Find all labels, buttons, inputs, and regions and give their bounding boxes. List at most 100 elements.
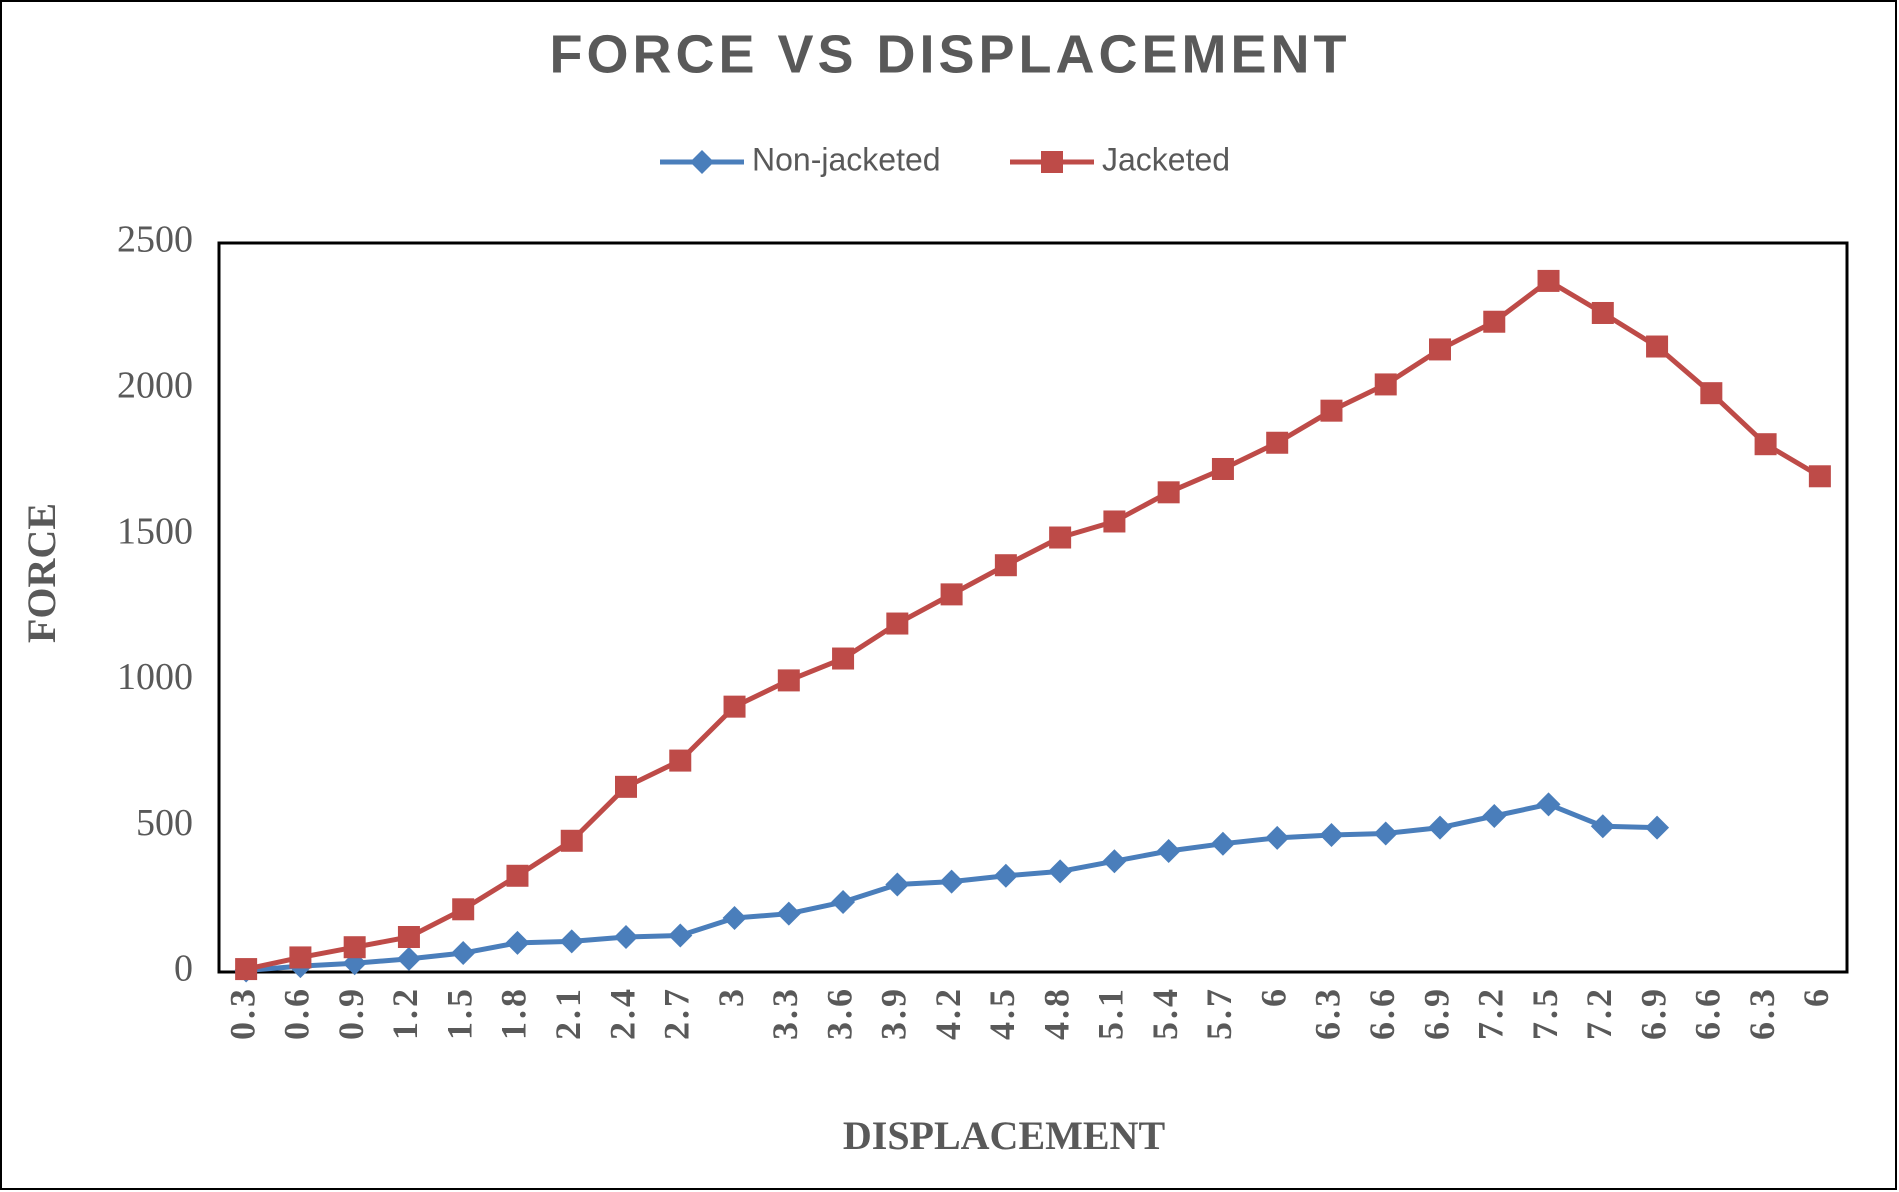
x-tick-label: 3.6 [819,986,859,1040]
y-tick-label: 1500 [117,510,193,552]
marker [939,869,964,894]
marker [1373,821,1398,846]
marker [1645,815,1670,840]
marker [1428,815,1452,840]
x-tick-label: 1.5 [439,986,479,1040]
y-tick-label: 500 [136,802,193,844]
x-tick-label: 2.1 [548,986,588,1040]
marker [1211,457,1234,480]
marker [832,647,855,670]
x-tick-label: 4.5 [982,986,1022,1040]
y-tick-label: 2500 [117,219,193,261]
marker [1102,849,1127,874]
x-tick-label: 1.2 [385,986,425,1040]
marker [235,958,258,981]
marker [451,941,476,966]
y-tick-label: 0 [174,948,193,990]
x-tick-label: 7.2 [1579,986,1619,1040]
plot-area [217,241,1849,974]
x-tick-label: 5.1 [1091,986,1131,1040]
x-tick-label: 7.5 [1525,986,1565,1040]
x-tick-label: 2.4 [602,986,642,1040]
marker [885,872,910,897]
x-tick-label: 6.9 [1416,986,1456,1040]
marker [777,669,800,692]
marker [940,583,963,606]
x-tick-label: 6.9 [1633,986,1673,1040]
marker [1536,792,1561,817]
marker [1156,838,1181,863]
x-tick-label: 6.6 [1362,986,1402,1040]
marker [1210,831,1235,856]
marker [1374,373,1397,396]
marker [690,150,714,174]
marker [668,923,693,948]
marker [1700,382,1723,405]
marker [1482,803,1507,828]
x-tick-label: 1.8 [494,986,534,1040]
marker [1646,335,1669,358]
x-tick-label: 7.2 [1471,986,1511,1040]
x-tick-label: 3 [711,986,751,1007]
marker [722,906,747,931]
x-tick-label: 6 [1253,986,1293,1007]
x-tick-label: 6 [1796,986,1836,1007]
marker [615,775,637,798]
legend-label: Jacketed [1102,141,1230,177]
x-axis-title: DISPLACEMENT [843,1113,1166,1158]
marker [1157,481,1180,504]
legend-item: Non-jacketed [660,141,941,177]
marker [343,936,366,959]
marker [505,930,530,955]
marker [396,946,421,971]
marker [1429,338,1451,361]
marker [723,695,746,718]
x-tick-label: 5.7 [1199,986,1239,1040]
marker [993,863,1018,888]
y-axis-title: FORCE [19,503,64,643]
legend-label: Non-jacketed [752,141,941,177]
marker [1754,433,1777,456]
marker [1319,822,1344,847]
marker [1537,269,1560,292]
marker [506,864,529,887]
marker [776,901,801,926]
marker [1483,310,1506,333]
x-tick-label: 6.3 [1742,986,1782,1040]
marker [1266,431,1289,454]
marker [1591,301,1614,324]
marker [1320,399,1343,422]
marker [669,749,692,772]
marker [886,612,909,635]
x-tick-label: 0.9 [331,986,371,1040]
x-tick-label: 6.6 [1688,986,1728,1040]
x-tick-label: 0.6 [277,986,317,1040]
marker [994,554,1017,577]
marker [1049,526,1072,549]
x-tick-label: 4.8 [1036,986,1076,1040]
marker [614,925,638,950]
y-tick-label: 1000 [117,656,193,698]
marker [1265,825,1290,850]
legend-item: Jacketed [1010,141,1230,177]
marker [289,946,312,969]
x-tick-label: 0.3 [222,986,262,1040]
x-tick-label: 4.2 [928,986,968,1040]
marker [1808,465,1831,488]
marker [1048,859,1073,884]
marker [559,929,584,954]
marker [452,898,475,921]
x-tick-label: 3.9 [874,986,914,1040]
marker [831,890,856,915]
marker [560,829,583,852]
marker [1041,151,1063,173]
x-tick-label: 2.7 [657,986,697,1040]
x-tick-label: 5.4 [1145,986,1185,1040]
x-tick-label: 6.3 [1308,986,1348,1040]
marker [397,926,420,949]
marker [1103,510,1126,533]
x-tick-label: 3.3 [765,986,805,1040]
chart-title: FORCE VS DISPLACEMENT [549,24,1350,84]
